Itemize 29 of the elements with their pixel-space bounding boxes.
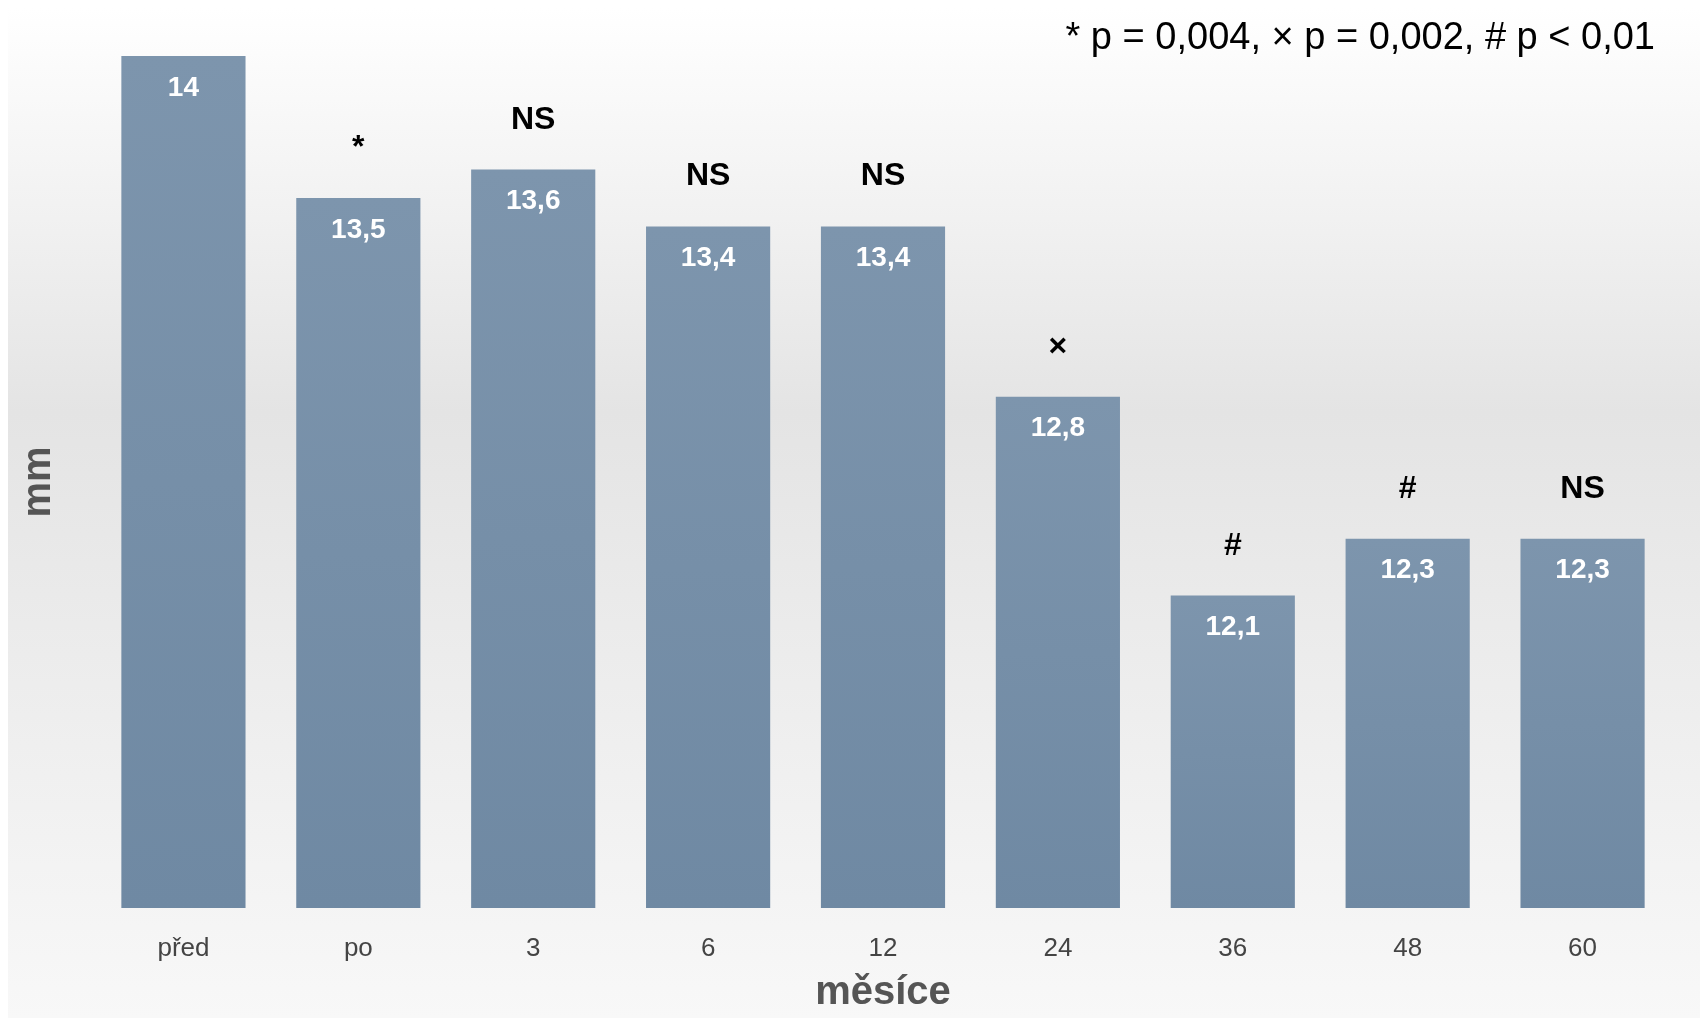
x-tick-label: 3 [525, 932, 541, 962]
x-axis-title: měsíce [815, 968, 951, 1012]
annotation: NS [1560, 468, 1605, 505]
x-tick-label: 24 [1043, 932, 1073, 962]
x-tick-label: 6 [700, 932, 716, 962]
annotation: NS [511, 99, 556, 136]
annotation: * p = 0,004, × p = 0,002, # p < 0,01 [1065, 15, 1655, 57]
data-label: 13,5 [331, 212, 386, 244]
data-label: 12,8 [1030, 411, 1086, 443]
annotation: # [1398, 468, 1417, 505]
annotation: NS [860, 156, 906, 193]
data-label: 14 [167, 70, 200, 102]
x-tick-label: 60 [1568, 932, 1598, 962]
data-label: 12,1 [1205, 610, 1261, 642]
x-tick-label: po [343, 932, 373, 962]
x-tick-label: 12 [868, 932, 898, 962]
annotation: # [1223, 525, 1242, 562]
x-tick-label: před [157, 932, 210, 962]
y-axis-title: mm [14, 446, 58, 518]
x-tick-label: 48 [1393, 932, 1423, 962]
data-label: 12,3 [1555, 553, 1610, 585]
annotation: × [1048, 326, 1068, 363]
data-label: 13,6 [505, 184, 561, 216]
data-label: 13,4 [855, 240, 911, 272]
annotation: * [352, 128, 366, 164]
x-tick-label: 36 [1218, 932, 1248, 962]
annotation: NS [685, 156, 731, 193]
data-label: 13,4 [680, 240, 736, 272]
data-label: 12,3 [1380, 553, 1435, 585]
